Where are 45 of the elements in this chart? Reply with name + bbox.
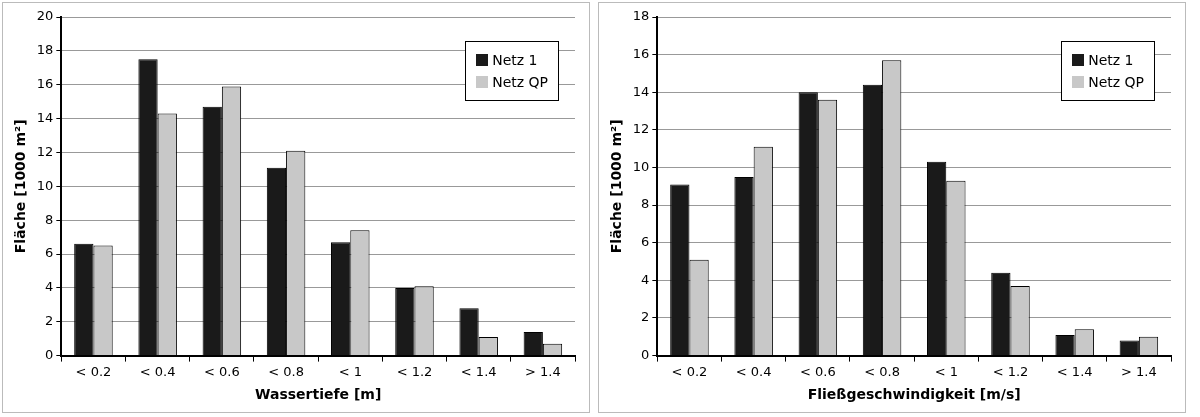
y-tick-label: 0 <box>641 346 650 362</box>
x-tick-label: < 1.2 <box>992 363 1029 379</box>
y-tick-label: 8 <box>45 211 54 227</box>
y-tick-label: 6 <box>641 234 650 250</box>
y-tick-label: 18 <box>36 42 54 58</box>
x-tick-label: < 0.2 <box>75 363 112 379</box>
x-tick-label: < 0.6 <box>204 363 240 379</box>
y-tick-label: 14 <box>632 83 650 99</box>
y-tick-label: 12 <box>36 143 54 159</box>
y-axis-title: Fläche [1000 m²] <box>12 119 29 254</box>
y-tick-label: 0 <box>45 346 54 362</box>
y-axis-title: Fläche [1000 m²] <box>608 119 625 254</box>
x-tick-label: < 0.4 <box>735 363 772 379</box>
legend-label: Netz 1 <box>492 52 538 68</box>
y-tick-label: 10 <box>36 177 54 193</box>
x-tick-label: > 1.4 <box>1121 363 1157 379</box>
y-tick-label: 14 <box>36 109 54 125</box>
y-tick-label: 12 <box>632 121 650 137</box>
legend-label: Netz QP <box>1088 74 1144 90</box>
x-axis-title: Wassertiefe [m] <box>255 386 382 403</box>
x-axis-title: Fließgeschwindigkeit [m/s] <box>807 386 1021 403</box>
y-tick-label: 8 <box>641 196 650 212</box>
y-tick-label: 20 <box>36 8 54 24</box>
x-tick-label: > 1.4 <box>525 363 561 379</box>
x-tick-label: < 0.2 <box>671 363 708 379</box>
x-tick-label: < 1.4 <box>460 363 497 379</box>
x-tick-label: < 1.2 <box>396 363 433 379</box>
x-tick-label: < 0.8 <box>268 363 304 379</box>
y-tick-label: 4 <box>45 279 54 295</box>
x-tick-label: < 1 <box>934 363 958 379</box>
y-tick-label: 16 <box>632 46 650 61</box>
y-tick-label: 16 <box>36 76 54 92</box>
y-tick-label: 2 <box>45 313 54 329</box>
y-tick-label: 18 <box>632 8 650 24</box>
y-tick-label: 4 <box>641 271 650 287</box>
x-tick-label: < 1.4 <box>1056 363 1093 379</box>
legend-label: Netz 1 <box>1088 52 1134 68</box>
legend-label: Netz QP <box>492 74 548 90</box>
y-tick-label: 6 <box>45 245 54 261</box>
x-tick-label: < 0.6 <box>800 363 836 379</box>
y-tick-label: 2 <box>641 309 650 325</box>
x-tick-label: < 0.8 <box>864 363 900 379</box>
x-tick-label: < 1 <box>338 363 362 379</box>
y-tick-label: 10 <box>632 158 650 174</box>
x-tick-label: < 0.4 <box>139 363 176 379</box>
